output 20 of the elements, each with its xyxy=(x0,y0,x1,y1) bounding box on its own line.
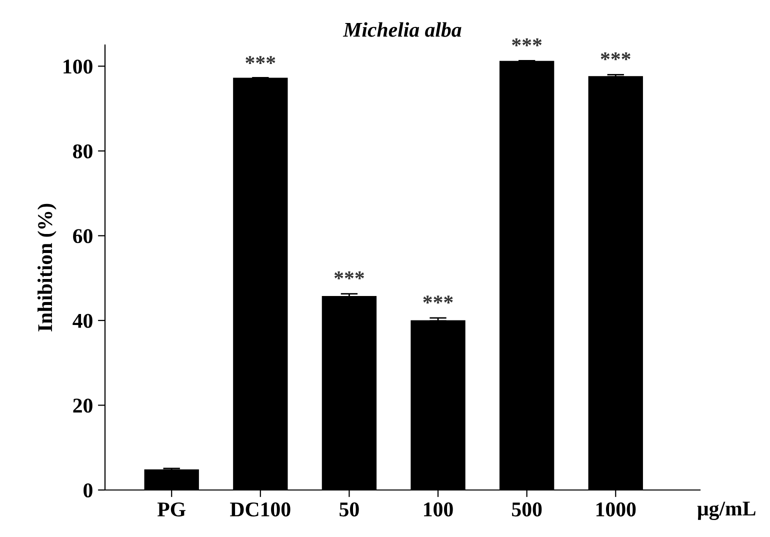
y-tick-label: 100 xyxy=(64,60,92,74)
annotation: *** xyxy=(334,271,364,280)
y-tick-label: 40 xyxy=(72,314,92,328)
annotation: *** xyxy=(600,52,630,60)
annotation: *** xyxy=(512,38,542,46)
y-tick-label: 80 xyxy=(73,144,92,158)
annotation: *** xyxy=(246,56,276,64)
annotation: *** xyxy=(423,296,453,304)
y-axis-title: Inhibition (%) xyxy=(37,204,56,332)
x-tick-label: PG xyxy=(157,502,186,516)
chart-title: Michelia alba xyxy=(342,22,462,37)
x-tick-label: 1000 xyxy=(596,502,636,516)
x-tick-label: 50 xyxy=(340,502,359,516)
x-tick-label: DC100 xyxy=(230,502,290,516)
x-tick-label: 500 xyxy=(512,502,542,516)
x-tick-label: 100 xyxy=(424,502,453,516)
y-tick-label: 20 xyxy=(73,398,92,413)
y-tick-label: 60 xyxy=(73,229,92,244)
y-tick-label: 0 xyxy=(84,483,92,498)
text: μg/mL xyxy=(697,502,756,520)
